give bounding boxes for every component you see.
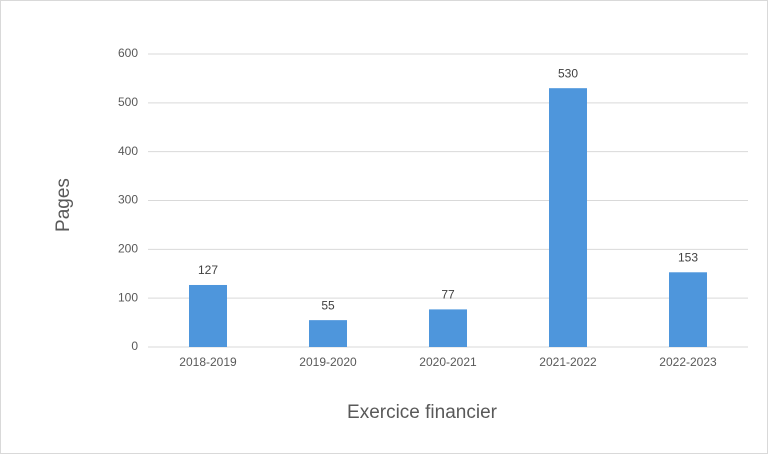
data-label: 55 [321, 298, 335, 312]
bar [309, 320, 347, 347]
x-tick-label: 2019-2020 [299, 355, 357, 369]
data-label: 153 [678, 250, 698, 264]
y-tick-label: 100 [118, 290, 138, 304]
y-tick-label: 300 [118, 193, 138, 207]
y-axis-title: Pages [53, 178, 74, 232]
data-label: 77 [441, 288, 455, 302]
y-tick-label: 600 [118, 46, 138, 60]
y-tick-label: 400 [118, 144, 138, 158]
bar [429, 309, 467, 347]
x-tick-label: 2022-2023 [659, 355, 717, 369]
y-tick-label: 200 [118, 242, 138, 256]
x-tick-label: 2018-2019 [179, 355, 237, 369]
x-axis-title: Exercice financier [347, 402, 498, 423]
y-tick-label: 0 [131, 339, 138, 353]
bar [189, 284, 227, 347]
data-label: 530 [558, 66, 578, 80]
x-tick-label: 2020-2021 [419, 355, 477, 369]
bar [669, 272, 707, 347]
y-tick-label: 500 [118, 95, 138, 109]
bar [549, 88, 587, 347]
data-label: 127 [198, 263, 218, 277]
x-tick-label: 2021-2022 [539, 355, 597, 369]
